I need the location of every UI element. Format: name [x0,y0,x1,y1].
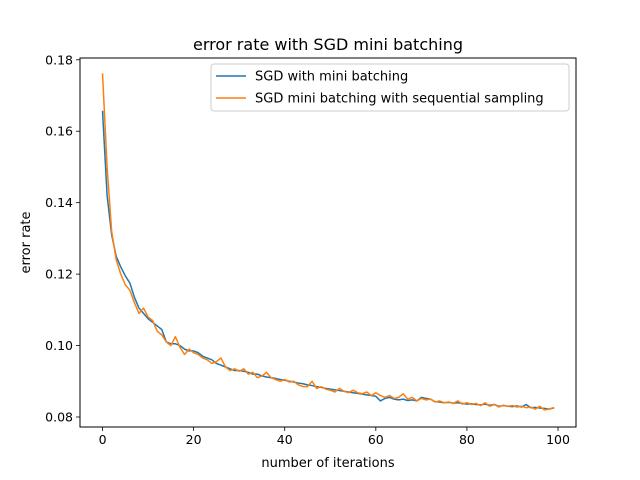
y-tick-label: 0.16 [45,124,73,139]
y-tick-label: 0.10 [45,338,73,353]
legend-label-1: SGD with mini batching [255,70,408,85]
axes-frame [79,57,577,428]
series-layer [101,73,555,411]
legend-box [210,63,570,112]
legend: SGD with mini batching SGD mini batching … [210,63,570,112]
x-tick-label: 60 [368,432,384,447]
x-axis: 0 20 40 60 80 100 [99,427,570,447]
x-tick-label: 80 [459,432,475,447]
y-tick-label: 0.12 [45,267,73,282]
y-tick-label: 0.18 [45,52,73,67]
y-axis: 0.08 0.10 0.12 0.14 0.16 0.18 [45,52,80,424]
y-tick-label: 0.14 [45,195,73,210]
axes-background [80,58,576,427]
series-line-2 [101,73,555,411]
x-tick-label: 0 [99,432,107,447]
y-axis-label: error rate [19,211,34,273]
x-tick-label: 100 [546,432,570,447]
x-axis-label: number of iterations [261,456,394,471]
legend-label-2: SGD mini batching with sequential sampli… [255,92,544,107]
plot-area [79,57,577,428]
chart-title: error rate with SGD mini batching [193,35,463,54]
x-tick-label: 40 [277,432,293,447]
y-tick-label: 0.08 [45,409,73,424]
x-tick-label: 20 [186,432,202,447]
